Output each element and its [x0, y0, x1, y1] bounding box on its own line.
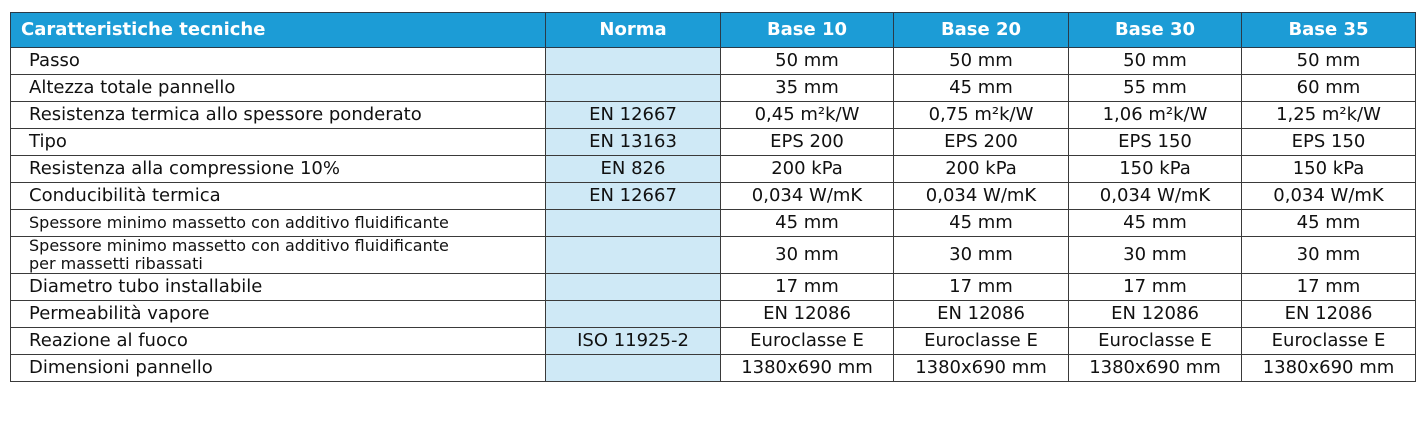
value-cell: 0,45 m²k/W [720, 101, 894, 129]
value-cell: 0,034 W/mK [1068, 182, 1242, 210]
value-cell: 50 mm [893, 47, 1069, 75]
value-cell: EN 12086 [1241, 300, 1416, 328]
value-cell: 50 mm [1068, 47, 1242, 75]
table-row: Reazione al fuoco ISO 11925-2 Euroclasse E… [10, 327, 1416, 355]
value-cell: 150 kPa [1068, 155, 1242, 183]
table-row: Passo 50 mm 50 mm 50 mm 50 mm [10, 47, 1416, 75]
header-cell: Base 20 [893, 12, 1069, 48]
spec-table: Caratteristiche tecniche Norma Base 10 Base… [10, 12, 1416, 382]
value-cell: 1380x690 mm [1068, 354, 1242, 382]
value-cell: 1380x690 mm [1241, 354, 1416, 382]
value-cell: 17 mm [1068, 273, 1242, 301]
value-cell: 60 mm [1241, 74, 1416, 102]
table-row: Resistenza termica allo spessore pondera… [10, 101, 1416, 129]
value-cell: 17 mm [893, 273, 1069, 301]
value-cell: EPS 200 [720, 128, 894, 156]
row-label: Altezza totale pannello [10, 74, 546, 102]
value-cell: 0,034 W/mK [720, 182, 894, 210]
row-label: Reazione al fuoco [10, 327, 546, 355]
row-label: Spessore minimo massetto con additivo fl… [10, 236, 546, 274]
norma-cell: EN 12667 [545, 182, 721, 210]
norma-cell [545, 236, 721, 274]
norma-cell: EN 826 [545, 155, 721, 183]
header-cell: Caratteristiche tecniche [10, 12, 546, 48]
row-label: Passo [10, 47, 546, 75]
table-row: Diametro tubo installabile 17 mm 17 mm 17 m… [10, 273, 1416, 301]
value-cell: 50 mm [720, 47, 894, 75]
value-cell: 30 mm [1241, 236, 1416, 274]
table-row: Spessore minimo massetto con additivo fl… [10, 209, 1416, 237]
value-cell: Euroclasse E [1068, 327, 1242, 355]
table-row: Spessore minimo massetto con additivo fl… [10, 236, 1416, 274]
norma-cell: ISO 11925-2 [545, 327, 721, 355]
value-cell: EPS 200 [893, 128, 1069, 156]
value-cell: Euroclasse E [893, 327, 1069, 355]
value-cell: 200 kPa [720, 155, 894, 183]
row-label: Tipo [10, 128, 546, 156]
value-cell: 35 mm [720, 74, 894, 102]
table-body: Passo 50 mm 50 mm 50 mm 50 mm Altezza totale … [10, 47, 1416, 382]
value-cell: 45 mm [893, 209, 1069, 237]
value-cell: EN 12086 [1068, 300, 1242, 328]
table-row: Tipo EN 13163 EPS 200 EPS 200 EPS 150 EPS 150 [10, 128, 1416, 156]
norma-cell [545, 354, 721, 382]
row-label: Conducibilità termica [10, 182, 546, 210]
header-row: Caratteristiche tecniche Norma Base 10 Base… [10, 12, 1416, 48]
row-label: Resistenza termica allo spessore pondera… [10, 101, 546, 129]
value-cell: 45 mm [720, 209, 894, 237]
value-cell: 1380x690 mm [893, 354, 1069, 382]
value-cell: 50 mm [1241, 47, 1416, 75]
value-cell: 1,06 m²k/W [1068, 101, 1242, 129]
value-cell: 0,034 W/mK [1241, 182, 1416, 210]
value-cell: 1,25 m²k/W [1241, 101, 1416, 129]
value-cell: 45 mm [1241, 209, 1416, 237]
value-cell: 55 mm [1068, 74, 1242, 102]
table-row: Altezza totale pannello 35 mm 45 mm 55 mm 60… [10, 74, 1416, 102]
value-cell: 45 mm [893, 74, 1069, 102]
table-head: Caratteristiche tecniche Norma Base 10 Base… [10, 12, 1416, 48]
header-cell: Norma [545, 12, 721, 48]
value-cell: 17 mm [720, 273, 894, 301]
value-cell: 45 mm [1068, 209, 1242, 237]
norma-cell [545, 300, 721, 328]
norma-cell [545, 273, 721, 301]
value-cell: 1380x690 mm [720, 354, 894, 382]
value-cell: 0,75 m²k/W [893, 101, 1069, 129]
norma-cell: EN 12667 [545, 101, 721, 129]
header-cell: Base 35 [1241, 12, 1416, 48]
header-cell: Base 10 [720, 12, 894, 48]
table-row: Conducibilità termica EN 12667 0,034 W/mK 0… [10, 182, 1416, 210]
value-cell: 150 kPa [1241, 155, 1416, 183]
value-cell: 30 mm [720, 236, 894, 274]
value-cell: 17 mm [1241, 273, 1416, 301]
table-row: Permeabilità vapore EN 12086 EN 12086 EN 12… [10, 300, 1416, 328]
table-row: Dimensioni pannello 1380x690 mm 1380x690 m… [10, 354, 1416, 382]
norma-cell: EN 13163 [545, 128, 721, 156]
table-row: Resistenza alla compressione 10% EN 826 20… [10, 155, 1416, 183]
norma-cell [545, 209, 721, 237]
row-label: Resistenza alla compressione 10% [10, 155, 546, 183]
row-label: Permeabilità vapore [10, 300, 546, 328]
value-cell: EN 12086 [720, 300, 894, 328]
value-cell: EN 12086 [893, 300, 1069, 328]
norma-cell [545, 47, 721, 75]
row-label: Dimensioni pannello [10, 354, 546, 382]
value-cell: Euroclasse E [720, 327, 894, 355]
value-cell: 30 mm [893, 236, 1069, 274]
header-cell: Base 30 [1068, 12, 1242, 48]
row-label: Spessore minimo massetto con additivo fl… [10, 209, 546, 237]
norma-cell [545, 74, 721, 102]
value-cell: 200 kPa [893, 155, 1069, 183]
value-cell: 30 mm [1068, 236, 1242, 274]
value-cell: Euroclasse E [1241, 327, 1416, 355]
value-cell: 0,034 W/mK [893, 182, 1069, 210]
row-label: Diametro tubo installabile [10, 273, 546, 301]
value-cell: EPS 150 [1241, 128, 1416, 156]
value-cell: EPS 150 [1068, 128, 1242, 156]
